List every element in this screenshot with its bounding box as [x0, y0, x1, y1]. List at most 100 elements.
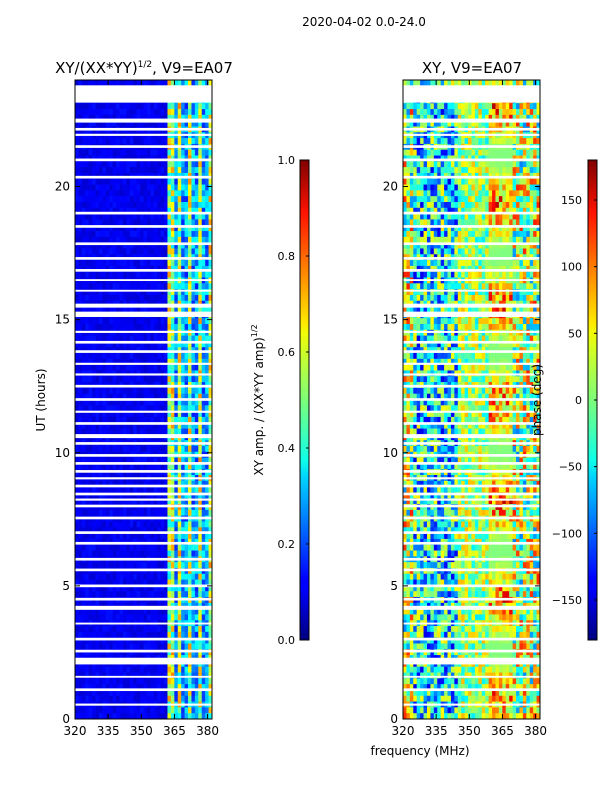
heatmap-cell	[88, 707, 93, 714]
heatmap-cell	[109, 678, 114, 685]
heatmap-cell	[126, 283, 131, 290]
heatmap-cell	[181, 480, 185, 488]
heatmap-cell	[188, 306, 192, 313]
heatmap-cell	[105, 178, 110, 185]
heatmap-cell	[509, 114, 513, 122]
heatmap-cell	[105, 341, 110, 348]
heatmap-cell	[481, 109, 486, 116]
heatmap-cell	[126, 533, 131, 540]
heatmap-cell	[164, 387, 168, 395]
heatmap-cell	[102, 120, 107, 127]
heatmap-cell	[95, 167, 100, 174]
heatmap-cell	[143, 323, 148, 331]
heatmap-cell	[75, 178, 79, 185]
heatmap-cell	[133, 637, 138, 644]
heatmap-cell	[136, 492, 141, 499]
heatmap-cell	[88, 306, 93, 313]
heatmap-cell	[88, 393, 93, 400]
heatmap-cell	[177, 219, 182, 226]
heatmap-cell	[188, 550, 192, 557]
heatmap-cell	[205, 422, 209, 429]
heatmap-cell	[153, 161, 158, 168]
amplitude-colorbar: 0.00.20.40.60.81.0 XY amp. / (XX*YY amp)…	[250, 154, 310, 647]
heatmap-cell	[136, 335, 141, 342]
heatmap-cell	[136, 416, 141, 424]
heatmap-cell	[112, 260, 117, 267]
heatmap-cell	[198, 294, 203, 302]
heatmap-cell	[95, 213, 100, 220]
heatmap-cell	[426, 138, 431, 145]
heatmap-cell	[512, 103, 517, 110]
heatmap-cell	[78, 544, 83, 551]
heatmap-cell	[201, 579, 206, 586]
heatmap-cell	[184, 626, 189, 633]
heatmap-cell	[194, 550, 199, 557]
heatmap-cell	[85, 167, 90, 174]
heatmap-cell	[181, 533, 185, 540]
heatmap-cell	[150, 457, 155, 464]
heatmap-cell	[122, 521, 127, 528]
heatmap-cell	[126, 521, 131, 528]
heatmap-cell	[119, 149, 124, 156]
heatmap-cell	[177, 138, 182, 145]
heatmap-cell	[85, 445, 90, 453]
heatmap-cell	[95, 399, 100, 406]
heatmap-cell	[177, 713, 182, 720]
heatmap-cell	[433, 109, 438, 116]
heatmap-cell	[81, 498, 86, 505]
heatmap-cell	[184, 80, 189, 87]
heatmap-cell	[194, 643, 199, 650]
heatmap-cell	[126, 707, 131, 714]
heatmap-cell	[181, 335, 185, 342]
heatmap-cell	[201, 387, 206, 395]
heatmap-cell	[157, 422, 162, 429]
heatmap-cell	[136, 242, 141, 249]
heatmap-cell	[75, 248, 79, 255]
heatmap-cell	[481, 80, 486, 87]
heatmap-cell	[109, 585, 114, 592]
heatmap-cell	[150, 643, 155, 650]
heatmap-cell	[191, 201, 196, 209]
heatmap-cell	[184, 225, 189, 232]
heatmap-cell	[102, 445, 107, 453]
heatmap-cell	[136, 689, 141, 697]
heatmap-cell	[181, 579, 185, 586]
heatmap-cell	[409, 114, 414, 122]
heatmap-cell	[164, 666, 168, 673]
heatmap-cell	[153, 358, 158, 366]
heatmap-cell	[140, 573, 144, 580]
heatmap-cell	[119, 358, 124, 366]
heatmap-cell	[92, 527, 96, 534]
heatmap-cell	[157, 631, 162, 639]
heatmap-cell	[98, 626, 103, 633]
heatmap-cell	[205, 428, 209, 435]
heatmap-cell	[512, 120, 517, 127]
heatmap-cell	[519, 114, 524, 122]
heatmap-cell	[208, 201, 213, 209]
heatmap-cell	[464, 103, 469, 110]
heatmap-cell	[81, 393, 86, 400]
heatmap-cell	[184, 364, 189, 371]
heatmap-cell	[157, 323, 162, 331]
heatmap-cell	[92, 323, 96, 331]
heatmap-cell	[526, 103, 531, 110]
heatmap-cell	[146, 109, 151, 116]
heatmap-cell	[78, 695, 83, 702]
heatmap-cell	[140, 643, 144, 650]
heatmap-cell	[205, 579, 209, 586]
heatmap-cell	[95, 358, 100, 366]
heatmap-cell	[208, 428, 213, 435]
heatmap-cell	[85, 631, 90, 639]
heatmap-cell	[92, 521, 96, 528]
heatmap-cell	[105, 248, 110, 255]
heatmap-cell	[157, 358, 162, 366]
heatmap-cell	[133, 283, 138, 290]
heatmap-cell	[174, 689, 179, 697]
heatmap-cell	[167, 533, 172, 540]
heatmap-cell	[133, 289, 138, 296]
heatmap-cell	[126, 120, 131, 127]
heatmap-cell	[116, 184, 120, 191]
heatmap-cell	[205, 689, 209, 697]
heatmap-cell	[157, 201, 162, 209]
heatmap-cell	[75, 323, 79, 331]
